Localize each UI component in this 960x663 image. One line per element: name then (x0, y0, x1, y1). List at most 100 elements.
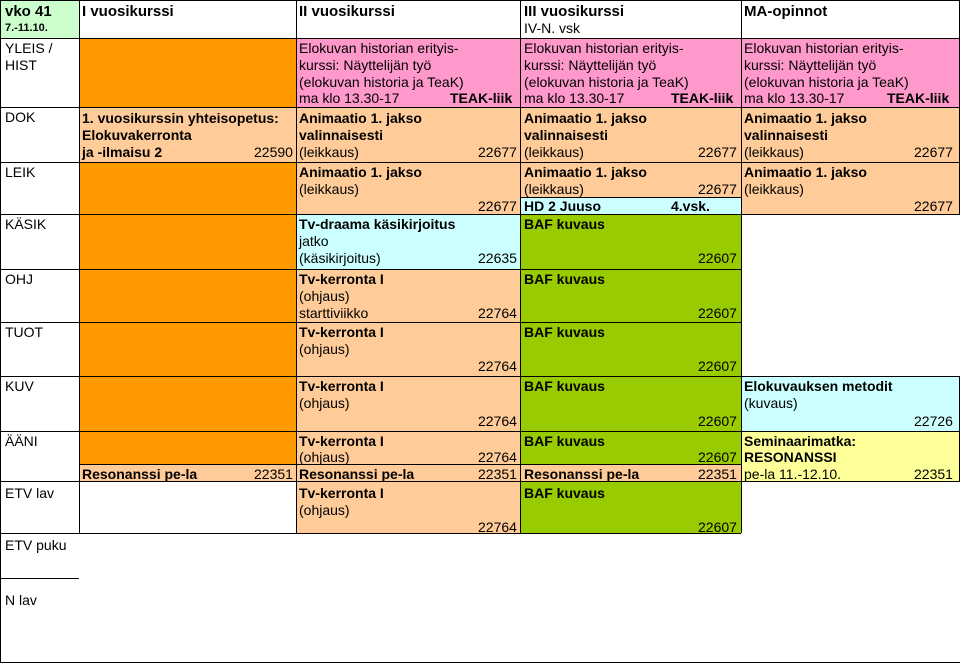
baf-etv-title: BAF kuvaus (524, 485, 605, 501)
tvk-etv-code: 22764 (478, 519, 517, 535)
anim2b-leik: (leikkaus) (299, 181, 359, 197)
year3-heading: III vuosikurssi (524, 3, 625, 20)
baf-etv-code: 22607 (698, 519, 737, 535)
histma-line3: (elokuvan historia ja TeaK) (744, 74, 909, 90)
animma-a-valinn: valinnaisesti (744, 127, 829, 143)
resonanssi2-code: 22351 (478, 466, 517, 482)
tvk-ohj-ohjaus: (ohjaus) (299, 288, 350, 304)
anim3b-code: 22677 (698, 181, 737, 197)
resonanssi2-title: Resonanssi pe-la (299, 466, 415, 482)
tvk-aani-code: 22764 (478, 449, 517, 465)
row-label-dok: DOK (5, 109, 36, 125)
histma-time: ma klo 13.30-17 (744, 90, 845, 106)
anim2a-valinn: valinnaisesti (299, 127, 384, 143)
anim2a-leik: (leikkaus) (299, 144, 359, 160)
tvk-ohj-start: starttiviikko (299, 305, 369, 321)
header-year3-cell (520, 0, 741, 38)
row-label-etv-lav: ETV lav (5, 485, 55, 501)
row-label-n-lav: N lav (5, 592, 37, 608)
hist2-line3: (elokuvan historia ja TeaK) (299, 74, 464, 90)
anim3a-code: 22677 (698, 144, 737, 160)
header-ma-cell (741, 0, 960, 38)
seminaari-line3: pe-la 11.-12.10. (744, 466, 842, 482)
tv-kerronta-block (296, 269, 520, 533)
metodit-code: 22726 (914, 413, 953, 429)
year2-heading: II vuosikurssi (299, 3, 395, 20)
animma-b-title: Animaatio 1. jakso (744, 164, 867, 180)
tvd-line1: Tv-draama käsikirjoitus (299, 216, 456, 232)
animma-a-code: 22677 (914, 144, 953, 160)
baf-aani-title: BAF kuvaus (524, 433, 605, 449)
tvk-kuv-title: Tv-kerronta I (299, 378, 384, 394)
resonanssi3-title: Resonanssi pe-la (524, 466, 640, 482)
baf-kuv-title: BAF kuvaus (524, 378, 605, 394)
animma-b-code: 22677 (914, 198, 953, 214)
hist-year2-block (296, 38, 520, 107)
metodit-line1: Elokuvauksen metodit (744, 378, 893, 394)
dok1-line1: 1. vuosikurssin yhteisopetus: (82, 110, 279, 126)
row-label-ohj: OHJ (5, 271, 33, 287)
baf-tuot-title: BAF kuvaus (524, 324, 605, 340)
hist3-line2: kurssi: Näyttelijän työ (524, 57, 657, 73)
tvk-aani-title: Tv-kerronta I (299, 433, 384, 449)
baf-kuv-code: 22607 (698, 413, 737, 429)
dok1-line3: ja -ilmaisu 2 (82, 144, 163, 160)
resonanssi3-code: 22351 (698, 466, 737, 482)
baf-aani-code: 22607 (698, 449, 737, 465)
hist3-place: TEAK-liik (671, 90, 734, 106)
hd-vsk: 4.vsk. (671, 198, 710, 214)
baf-kasik-title: BAF kuvaus (524, 216, 605, 232)
tvk-kuv-code: 22764 (478, 413, 517, 429)
animma-b-leik: (leikkaus) (744, 181, 804, 197)
hist2-time: ma klo 13.30-17 (299, 90, 400, 106)
histma-place: TEAK-liik (887, 90, 950, 106)
dok1-line2: Elokuvakerronta (82, 127, 192, 143)
header-year2-cell (296, 0, 520, 38)
header-week-cell (0, 0, 79, 38)
week-label: vko 41 (5, 3, 52, 20)
hist3-line3: (elokuvan historia ja TeaK) (524, 74, 689, 90)
row-label-etv-puku: ETV puku (5, 537, 67, 553)
tvk-kuv-ohjaus: (ohjaus) (299, 395, 350, 411)
row-label-tuot: TUOT (5, 324, 44, 340)
tv-draama-block (296, 214, 520, 269)
tvk-tuot-title: Tv-kerronta I (299, 324, 384, 340)
anim-year2-block (296, 107, 520, 214)
tvk-etv-title: Tv-kerronta I (299, 485, 384, 501)
year1-heading: I vuosikurssi (82, 3, 174, 20)
hist3-line1: Elokuvan historian erityis- (524, 40, 684, 56)
tvd-code: 22635 (478, 250, 517, 266)
anim3a-leik: (leikkaus) (524, 144, 584, 160)
resonanssi-year1 (79, 464, 296, 481)
row-label-aani: ÄÄNI (5, 433, 38, 449)
histma-line1: Elokuvan historian erityis- (744, 40, 904, 56)
dok-year1-block (79, 107, 296, 162)
week-dates: 7.-11.10. (5, 22, 48, 34)
tvd-line2: jatko (299, 233, 329, 249)
tvk-tuot-ohjaus: (ohjaus) (299, 341, 350, 357)
seminaari-block (741, 431, 960, 481)
row-label-kuv: KUV (5, 378, 34, 394)
hist2-line2: kurssi: Näyttelijän työ (299, 57, 432, 73)
anim-year3-block (520, 107, 741, 197)
ma-heading: MA-opinnot (744, 3, 828, 20)
anim-ma-block (741, 107, 960, 214)
baf-kasik-code: 22607 (698, 250, 737, 266)
metodit-line2: (kuvaus) (744, 395, 798, 411)
tvk-aani-ohjaus: (ohjaus) (299, 449, 350, 465)
row-label-hist: HIST (5, 57, 37, 73)
resonanssi1-title: Resonanssi pe-la (82, 466, 198, 482)
anim3a-valinn: valinnaisesti (524, 127, 609, 143)
metodit-block (741, 376, 960, 431)
tvk-etv-ohjaus: (ohjaus) (299, 502, 350, 518)
baf-ohj-code: 22607 (698, 305, 737, 321)
tvd-line3: (käsikirjoitus) (299, 250, 381, 266)
year3-subheading: IV-N. vsk (524, 20, 581, 36)
animma-a-leik: (leikkaus) (744, 144, 804, 160)
tvk-ohj-code: 22764 (478, 305, 517, 321)
baf-ohj-title: BAF kuvaus (524, 271, 605, 287)
anim2a-title: Animaatio 1. jakso (299, 110, 422, 126)
hist-ma-block (741, 38, 960, 107)
row-label-leik: LEIK (5, 164, 36, 180)
header-year1-cell (79, 0, 296, 38)
